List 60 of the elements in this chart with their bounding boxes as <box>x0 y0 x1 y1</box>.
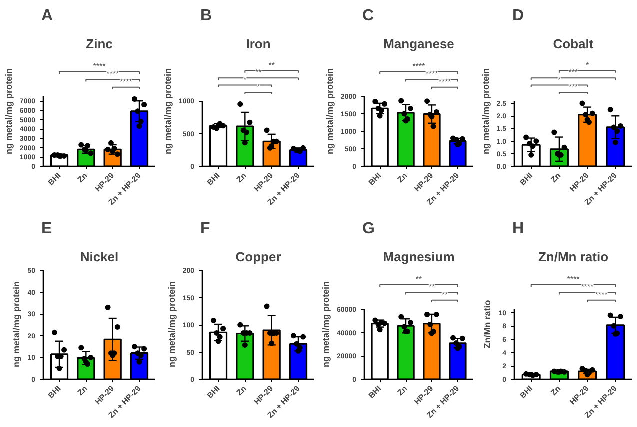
x-tick-label: BHI <box>367 384 384 400</box>
text: **** <box>120 77 132 86</box>
text: G <box>362 220 375 238</box>
x-tick-label: Zn <box>76 384 90 398</box>
x-tick-label: BHI <box>518 384 535 400</box>
x-tick-label: BHI <box>518 171 535 188</box>
text: * <box>256 82 260 92</box>
text: E <box>42 220 52 238</box>
chart-title: Zinc <box>86 36 113 52</box>
x-tick-label: Zn <box>76 171 90 185</box>
text: B <box>200 8 212 24</box>
chart-title: Zn/Mn ratio <box>538 250 609 264</box>
text: * <box>558 75 562 84</box>
text: A <box>42 8 54 24</box>
text: F <box>200 220 210 238</box>
text: * <box>244 75 247 84</box>
text: *** <box>568 68 578 78</box>
x-tick-label: Zn <box>549 171 563 185</box>
x-tick-label: BHI <box>46 171 63 188</box>
x-tick-label: BHI <box>367 171 384 188</box>
chart-title: Copper <box>236 250 282 264</box>
y-axis-title: ng metal/mg protein <box>321 281 332 368</box>
y-axis-title: ng metal/mg protein <box>480 68 491 155</box>
text: **** <box>412 62 426 71</box>
y-axis-title: Zn/Mn ratio <box>482 300 493 349</box>
x-tick-label: Zn <box>549 384 563 398</box>
chart-title: Cobalt <box>553 36 594 52</box>
text: **** <box>581 282 594 292</box>
text: ** <box>255 68 262 78</box>
text: **** <box>567 274 580 284</box>
text: *** <box>568 82 578 92</box>
text: * <box>586 60 590 70</box>
text: **** <box>106 70 120 79</box>
x-tick-label: Zn <box>235 384 248 398</box>
chart-title: Manganese <box>384 36 454 52</box>
text: **** <box>438 77 452 86</box>
x-tick-label: Zn <box>396 384 410 398</box>
y-axis-title: ng metal/mg protein <box>12 281 22 368</box>
text: ** <box>416 274 422 284</box>
y-axis-title: ng metal/mg protein <box>4 68 14 155</box>
x-tick-label: BHI <box>46 384 63 400</box>
text: ** <box>268 60 275 70</box>
text: **** <box>93 62 106 71</box>
x-tick-label: Zn <box>396 171 410 185</box>
text: D <box>512 8 524 24</box>
x-tick-label: Zn <box>235 171 248 185</box>
text: ** <box>442 290 448 300</box>
x-tick-label: BHI <box>206 171 222 188</box>
chart-title: Iron <box>246 36 271 52</box>
y-axis-title: ng metal/mg protein <box>166 281 177 368</box>
text: H <box>512 220 524 238</box>
chart-title: Magnesium <box>383 250 455 264</box>
text: ** <box>428 282 436 292</box>
text: **** <box>595 290 608 300</box>
y-axis-title: ng metal/mg protein <box>162 68 173 155</box>
x-tick-label: BHI <box>206 384 222 400</box>
text: **** <box>426 70 438 79</box>
text: C <box>362 8 374 24</box>
y-axis-title: ng metal/mg protein <box>324 68 335 155</box>
chart-title: Nickel <box>80 250 119 264</box>
